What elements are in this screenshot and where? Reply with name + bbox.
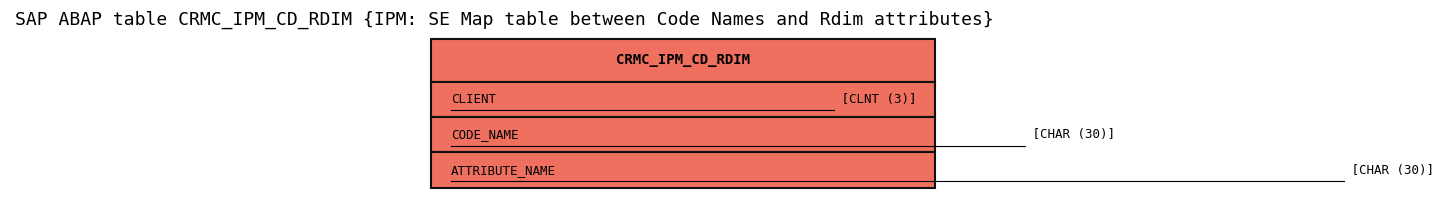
Text: [CLNT (3)]: [CLNT (3)]	[833, 93, 917, 106]
Bar	[430, 39, 935, 82]
Text: ATTRIBUTE_NAME: ATTRIBUTE_NAME	[450, 164, 555, 177]
Text: SAP ABAP table CRMC_IPM_CD_RDIM {IPM: SE Map table between Code Names and Rdim a: SAP ABAP table CRMC_IPM_CD_RDIM {IPM: SE…	[14, 11, 994, 29]
Bar	[430, 117, 935, 152]
Text: [CHAR (30)]: [CHAR (30)]	[1025, 128, 1115, 141]
Text: [CHAR (30)]: [CHAR (30)]	[1344, 164, 1433, 177]
Text: CODE_NAME: CODE_NAME	[450, 128, 518, 141]
Text: CRMC_IPM_CD_RDIM: CRMC_IPM_CD_RDIM	[616, 53, 750, 67]
Bar	[430, 82, 935, 117]
Text: CLIENT: CLIENT	[450, 93, 496, 106]
Bar	[430, 152, 935, 188]
